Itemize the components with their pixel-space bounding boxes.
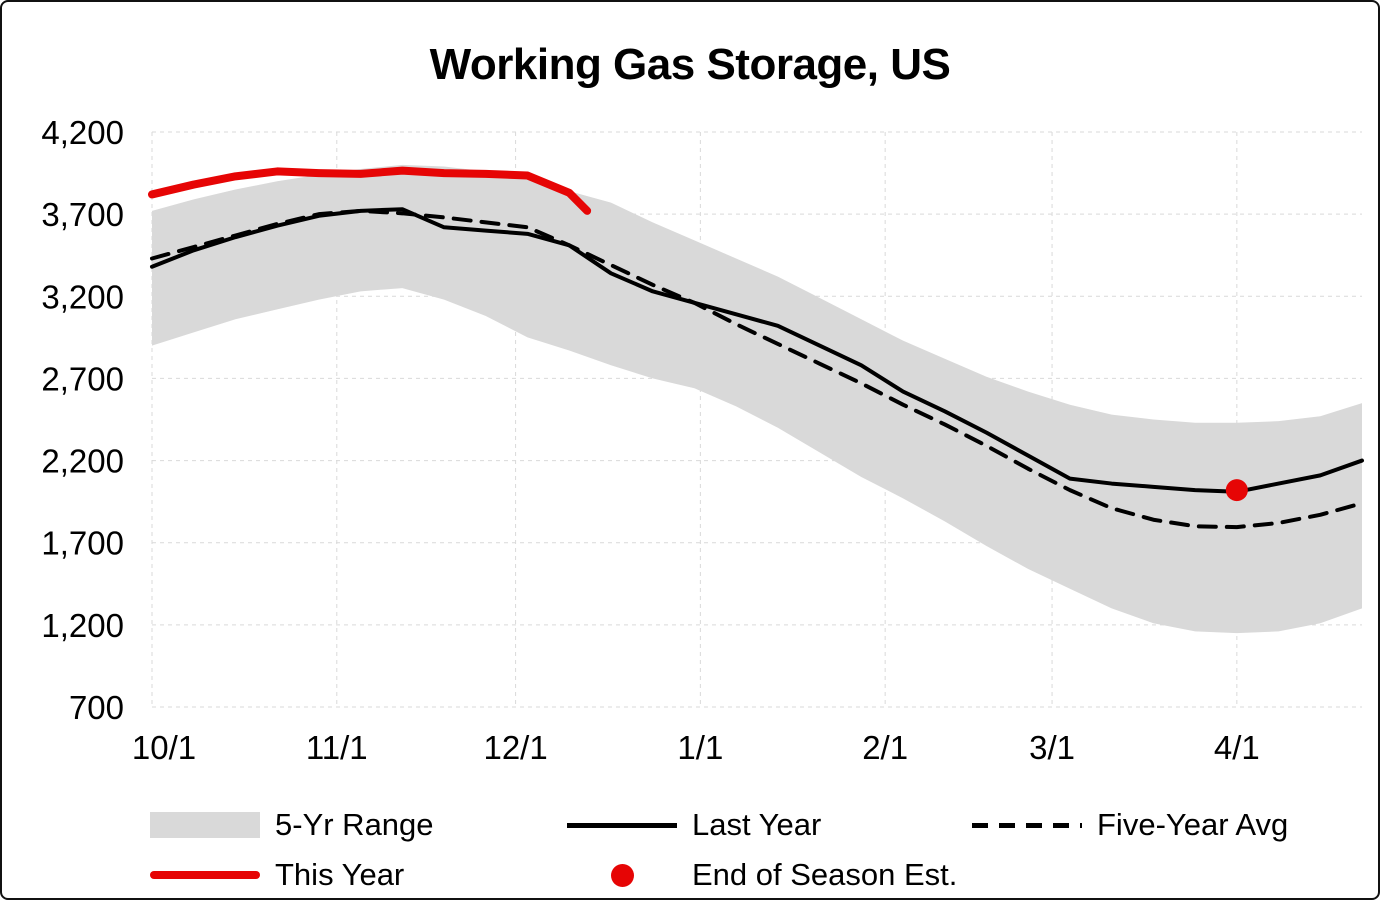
y-tick-label: 3,200 xyxy=(41,278,124,315)
legend-label-this-year: This Year xyxy=(275,857,405,892)
five-year-avg-swatch-wrap xyxy=(972,822,1082,828)
legend-item-five-year-avg: Five-Year Avg xyxy=(972,807,1288,843)
x-tick-label: 1/1 xyxy=(677,729,723,766)
range-band-swatch xyxy=(150,812,260,838)
x-tick-label: 12/1 xyxy=(483,729,547,766)
legend-label-5yr-range: 5-Yr Range xyxy=(275,807,434,842)
x-tick-label: 3/1 xyxy=(1029,729,1075,766)
last-year-line-swatch xyxy=(567,822,677,828)
legend-label-five-year-avg: Five-Year Avg xyxy=(1097,807,1289,842)
legend-item-5yr-range: 5-Yr Range xyxy=(150,807,567,843)
this-year-line-swatch xyxy=(150,871,260,879)
legend-item-end-of-season: End of Season Est. xyxy=(567,857,957,893)
end-of-season-swatch-wrap xyxy=(567,863,677,887)
legend-row-1: 5-Yr Range Last Year Five-Year Avg xyxy=(150,800,1358,850)
legend-row-2: This Year End of Season Est. xyxy=(150,850,1358,898)
y-tick-label: 700 xyxy=(69,689,124,726)
this-year-line xyxy=(148,166,592,215)
end-of-season-dot xyxy=(1225,479,1248,502)
y-tick-label: 3,700 xyxy=(41,196,124,233)
this-year-swatch-wrap xyxy=(150,871,260,879)
legend-label-end-of-season: End of Season Est. xyxy=(692,857,958,892)
y-tick-label: 4,200 xyxy=(41,114,124,151)
x-tick-label: 10/1 xyxy=(132,729,196,766)
y-tick-label: 1,200 xyxy=(41,607,124,644)
five-year-range-band xyxy=(152,164,1362,634)
end-of-season-dot-swatch xyxy=(610,863,634,887)
x-tick-label: 4/1 xyxy=(1214,729,1260,766)
legend-label-last-year: Last Year xyxy=(692,807,822,842)
chart-legend: 5-Yr Range Last Year Five-Year Avg Th xyxy=(150,800,1358,898)
y-tick-label: 2,200 xyxy=(41,443,124,480)
x-tick-label: 2/1 xyxy=(862,729,908,766)
chart-plot-area: 700 1,200 1,700 2,200 2,700 3,200 3,700 4,200 10… xyxy=(41,114,1364,766)
legend-item-this-year: This Year xyxy=(150,857,567,893)
y-tick-label: 1,700 xyxy=(41,525,124,562)
chart-title: Working Gas Storage, US xyxy=(429,40,951,89)
x-tick-label: 11/1 xyxy=(306,729,368,766)
legend-item-last-year: Last Year xyxy=(567,807,972,843)
five-year-avg-line xyxy=(150,208,1364,530)
range-swatch-wrap xyxy=(150,812,260,838)
last-year-swatch-wrap xyxy=(567,822,677,828)
y-tick-label: 2,700 xyxy=(41,360,124,397)
five-year-avg-line-swatch xyxy=(972,822,1082,828)
